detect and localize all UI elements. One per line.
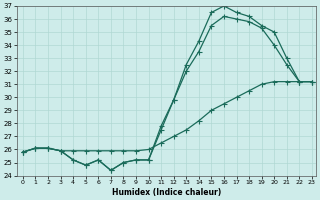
- X-axis label: Humidex (Indice chaleur): Humidex (Indice chaleur): [112, 188, 221, 197]
